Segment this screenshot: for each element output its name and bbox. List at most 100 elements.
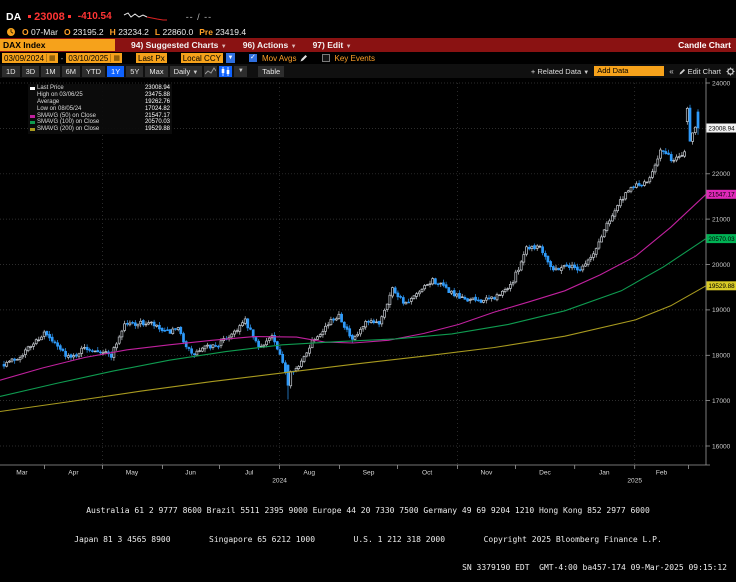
svg-text:Jun: Jun bbox=[185, 470, 196, 477]
svg-text:Jan: Jan bbox=[599, 470, 610, 477]
chart-toolbar: 03/09/2024▦ - 03/10/2025▦ Last Px Local … bbox=[0, 52, 736, 64]
svg-text:Jul: Jul bbox=[245, 470, 254, 477]
svg-text:21547.17: 21547.17 bbox=[708, 192, 735, 199]
menu-suggested-charts[interactable]: 94) Suggested Charts ▼ bbox=[131, 40, 227, 50]
svg-text:18000: 18000 bbox=[712, 353, 731, 360]
last-price: 23008 bbox=[28, 11, 71, 23]
period-tab-3d[interactable]: 3D bbox=[22, 66, 40, 77]
frequency-dropdown[interactable]: Daily ▼ bbox=[170, 66, 203, 77]
security-input[interactable]: DAX Index bbox=[0, 39, 115, 51]
calendar-icon[interactable]: ▦ bbox=[110, 54, 120, 62]
candle-chart-icon[interactable] bbox=[219, 66, 232, 77]
gear-icon[interactable] bbox=[726, 67, 735, 76]
high-label: H bbox=[110, 27, 116, 37]
period-tab-1d[interactable]: 1D bbox=[2, 66, 20, 77]
prev-value: 23419.4 bbox=[215, 27, 246, 37]
terminal-footer: Australia 61 2 9777 8600 Brazil 5511 239… bbox=[0, 487, 736, 582]
quote-row: DA 23008 -410.54 -- / -- bbox=[6, 9, 212, 24]
currency-select[interactable]: Local CCY bbox=[181, 53, 223, 63]
menubar: DAX Index 94) Suggested Charts ▼ 96) Act… bbox=[0, 38, 736, 52]
svg-text:21000: 21000 bbox=[712, 216, 731, 223]
prev-label: Pre bbox=[199, 27, 213, 37]
chart-type-dropdown[interactable]: ▼ bbox=[234, 66, 247, 77]
svg-text:Nov: Nov bbox=[481, 470, 493, 477]
svg-text:Oct: Oct bbox=[422, 470, 432, 477]
date-from-input[interactable]: 03/09/2024▦ bbox=[2, 53, 58, 63]
period-tab-5y[interactable]: 5Y bbox=[126, 66, 143, 77]
svg-text:Dec: Dec bbox=[539, 470, 551, 477]
svg-text:19000: 19000 bbox=[712, 307, 731, 314]
clock-icon bbox=[6, 27, 16, 37]
currency-dropdown-button[interactable]: ▼ bbox=[226, 53, 235, 63]
key-events-checkbox[interactable] bbox=[322, 54, 330, 62]
price-change: -410.54 bbox=[78, 11, 112, 22]
ticker-symbol: DA bbox=[6, 11, 21, 23]
table-tab[interactable]: Table bbox=[258, 66, 284, 77]
svg-text:24000: 24000 bbox=[712, 80, 731, 87]
svg-text:2024: 2024 bbox=[272, 478, 287, 485]
pencil-icon[interactable] bbox=[300, 54, 308, 62]
collapse-panel-icon[interactable]: « bbox=[669, 67, 673, 76]
svg-text:20000: 20000 bbox=[712, 262, 731, 269]
price-flash-indicator bbox=[68, 15, 71, 18]
period-tab-1m[interactable]: 1M bbox=[41, 66, 59, 77]
ma-line bbox=[0, 239, 706, 397]
edit-chart-button[interactable]: Edit Chart bbox=[679, 67, 721, 76]
chart-type-label: Candle Chart bbox=[678, 40, 736, 50]
menu-actions[interactable]: 96) Actions ▼ bbox=[243, 40, 297, 50]
svg-text:16000: 16000 bbox=[712, 443, 731, 450]
footer-contact-line: Australia 61 2 9777 8600 Brazil 5511 239… bbox=[0, 506, 736, 516]
date-range-separator: - bbox=[61, 54, 64, 63]
svg-text:May: May bbox=[126, 470, 139, 477]
date-to-input[interactable]: 03/10/2025▦ bbox=[66, 53, 122, 63]
menu-edit[interactable]: 97) Edit ▼ bbox=[313, 40, 352, 50]
period-tab-ytd[interactable]: YTD bbox=[82, 66, 105, 77]
price-field-input[interactable]: Last Px bbox=[136, 53, 167, 63]
svg-text:19529.88: 19529.88 bbox=[708, 283, 735, 290]
low-value: 22860.0 bbox=[163, 27, 194, 37]
svg-text:20570.03: 20570.03 bbox=[708, 236, 735, 243]
period-tab-1y[interactable]: 1Y bbox=[107, 66, 124, 77]
open-value: 23195.2 bbox=[73, 27, 104, 37]
svg-text:Feb: Feb bbox=[656, 470, 668, 477]
period-tab-max[interactable]: Max bbox=[145, 66, 167, 77]
svg-text:Apr: Apr bbox=[68, 470, 79, 477]
key-events-label: Key Events bbox=[335, 54, 375, 63]
open-label: O bbox=[64, 27, 71, 37]
svg-text:Aug: Aug bbox=[303, 470, 315, 477]
svg-text:17000: 17000 bbox=[712, 398, 731, 405]
svg-text:Sep: Sep bbox=[363, 470, 375, 477]
svg-text:23008.94: 23008.94 bbox=[708, 125, 735, 132]
svg-text:2025: 2025 bbox=[627, 478, 642, 485]
chart-grid: 2400023000220002100020000190001800017000… bbox=[0, 78, 731, 485]
tabbar-right-cluster: + Related Data ▼ Add Data « Edit Chart bbox=[531, 66, 736, 76]
period-tab-6m[interactable]: 6M bbox=[62, 66, 80, 77]
svg-text:22000: 22000 bbox=[712, 171, 731, 178]
line-chart-icon[interactable] bbox=[204, 66, 217, 77]
price-flash-indicator bbox=[28, 15, 31, 18]
svg-text:Mar: Mar bbox=[16, 470, 28, 477]
candle-chart-canvas[interactable]: 2400023000220002100020000190001800017000… bbox=[0, 78, 736, 485]
related-data-button[interactable]: + Related Data ▼ bbox=[531, 67, 589, 76]
add-data-input[interactable]: Add Data bbox=[594, 66, 664, 76]
low-label: L bbox=[155, 27, 160, 37]
ohlc-row: O 07-Mar O 23195.2 H 23234.2 L 22860.0 P… bbox=[6, 26, 246, 37]
calendar-icon[interactable]: ▦ bbox=[46, 54, 56, 62]
mov-avgs-label: Mov Avgs bbox=[262, 54, 297, 63]
mov-avgs-checkbox[interactable]: ✓ bbox=[249, 54, 257, 62]
asof-date: 07-Mar bbox=[31, 27, 58, 37]
footer-contact-line: Japan 81 3 4565 8900 Singapore 65 6212 1… bbox=[0, 535, 736, 545]
asof-label: O bbox=[22, 27, 29, 37]
pencil-icon bbox=[679, 68, 686, 75]
bid-ask: -- / -- bbox=[186, 12, 213, 22]
